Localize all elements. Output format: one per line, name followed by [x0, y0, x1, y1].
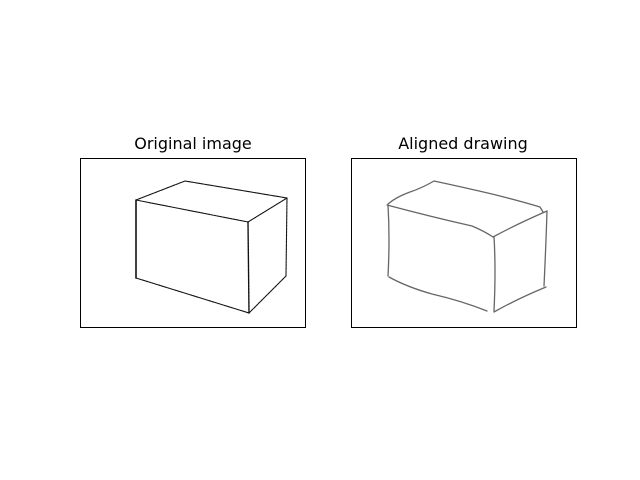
- original-box-sketch: [135, 180, 288, 314]
- aligned-right-bottom-edge: [493, 286, 547, 313]
- original-right-bottom-edge: [248, 275, 287, 314]
- aligned-front-right-edge: [493, 236, 496, 312]
- original-front-right-edge: [247, 221, 250, 314]
- original-image-panel: [80, 158, 306, 328]
- original-top-edge-right: [247, 197, 288, 223]
- aligned-top-edge-front: [386, 204, 494, 238]
- aligned-drawing-panel: [351, 158, 577, 328]
- aligned-box-sketch: [386, 180, 548, 313]
- aligned-front-left-edge: [387, 204, 390, 277]
- original-front-bottom-edge: [135, 277, 250, 314]
- aligned-right-back-edge: [543, 210, 548, 287]
- original-image-title: Original image: [134, 134, 252, 153]
- original-right-back-edge: [285, 197, 288, 277]
- aligned-drawing-title: Aligned drawing: [398, 134, 528, 153]
- original-top-edge-back-left: [135, 180, 186, 201]
- original-top-edge-back-right: [184, 180, 288, 199]
- aligned-top-edge-back-left: [387, 180, 435, 205]
- aligned-front-bottom-edge: [388, 276, 488, 312]
- original-top-edge-front: [135, 199, 249, 223]
- aligned-top-edge-back-right: [433, 180, 544, 213]
- aligned-top-edge-right: [492, 210, 548, 238]
